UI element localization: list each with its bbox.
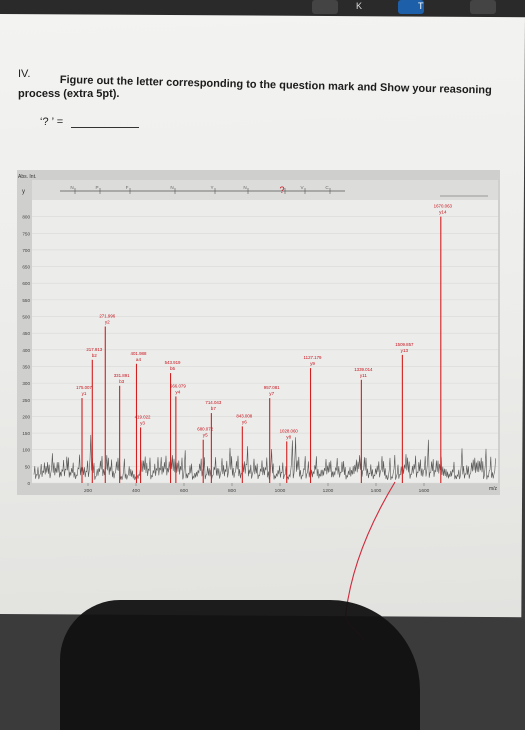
y-tick-label: 550 (22, 298, 30, 303)
ladder-residue-label: N (70, 185, 73, 190)
y-tick-label: 350 (22, 364, 30, 369)
y-tick-label: 500 (22, 315, 30, 320)
key-k-icon: K (356, 1, 363, 11)
peak-mz-label: 843.008 (236, 413, 252, 418)
x-tick-label: 1400 (371, 488, 382, 494)
peak-mz-label: 271.996 (99, 314, 115, 319)
peak-mz-label: 680.072 (197, 427, 213, 432)
peak-mz-label: 217.913 (86, 347, 102, 352)
answer-blank[interactable] (71, 117, 140, 128)
peak-ion-label: y7 (269, 391, 274, 396)
peak-ion-label: b3 (119, 379, 125, 384)
peak-mz-label: 1127.179 (304, 355, 323, 360)
y-tick-label: 650 (22, 265, 30, 270)
y-tick-label: 100 (22, 448, 30, 453)
peak-mz-label: 1028.060 (280, 428, 299, 433)
ladder-unknown-label: ? (279, 185, 284, 195)
peak-mz-label: 1509.857 (395, 342, 414, 347)
peak-mz-label: 331.891 (114, 373, 130, 378)
x-tick-label: 400 (132, 488, 140, 494)
peak-ion-label: y5 (203, 433, 208, 438)
answer-prompt: ‘? ’ = (40, 116, 64, 128)
peak-mz-label: 1339.014 (354, 367, 373, 372)
peak-ion-label: y11 (360, 373, 368, 378)
peak-ion-label: b2 (92, 353, 98, 358)
peak-mz-label: 1670.063 (434, 204, 453, 209)
peak-ion-label: y13 (401, 348, 409, 353)
answer-line: ‘? ’ = (40, 116, 140, 128)
peak-ion-label: y6 (242, 419, 247, 424)
peak-mz-label: 175.007 (76, 385, 92, 390)
ladder-residue-label: V (300, 185, 304, 190)
peak-mz-label: 419.022 (135, 414, 151, 419)
x-tick-label: 1600 (419, 488, 430, 494)
key-icon (312, 0, 338, 14)
ladder-residue-label: Y (210, 185, 213, 190)
peak-ion-label: y4 (175, 389, 180, 394)
key-icon (398, 0, 424, 14)
peak-ion-label: b5 (170, 366, 176, 371)
y-tick-label: 400 (22, 348, 30, 353)
ion-row-label: y (22, 189, 25, 195)
peak-ion-label: y8 (286, 434, 291, 439)
peak-ion-label: y14 (439, 210, 447, 215)
y-tick-label: 300 (22, 381, 30, 386)
top-screen-strip: K T (0, 0, 525, 18)
peak-mz-label: 566.079 (170, 383, 186, 388)
peak-ion-label: a4 (136, 357, 142, 362)
x-axis-title: m/z (489, 486, 498, 492)
y-tick-label: 700 (22, 248, 30, 253)
ion-ladder-band (32, 180, 498, 200)
peak-mz-label: 714.043 (205, 400, 221, 405)
y-tick-label: 750 (22, 231, 30, 236)
key-icon (470, 0, 496, 14)
question-number: IV. (18, 68, 31, 80)
y-axis-title: Abs. Int. (18, 174, 36, 180)
mass-spectrum-chart: 0 50 100 150 200 250 300 350 400 450 500 550 600 650 7… (17, 170, 500, 641)
y-tick-label: 800 (22, 215, 30, 220)
y-tick-label: 150 (22, 431, 30, 436)
y-tick-label: 200 (22, 414, 30, 419)
key-t-icon: T (418, 1, 424, 11)
ladder-residue-label: C (325, 185, 329, 190)
y-tick-label: 450 (22, 331, 30, 336)
peak-mz-label: 401.988 (131, 351, 147, 356)
plot-area (32, 200, 498, 483)
peak-mz-label: 957.081 (264, 385, 280, 390)
peak-mz-label: 543.919 (165, 360, 181, 365)
peak-ion-label: y3 (140, 420, 145, 425)
question-text-line2: process (extra 5pt). (18, 88, 120, 100)
ladder-residue-label: F (126, 185, 129, 190)
ladder-residue-label: P (95, 185, 98, 190)
x-tick-label: 1200 (323, 488, 334, 494)
y-tick-label: 600 (22, 281, 30, 286)
y-tick-label: 50 (25, 464, 31, 469)
y-tick-label: 0 (27, 481, 30, 486)
peak-ion-label: y9 (310, 361, 315, 366)
noise-trace (33, 434, 496, 481)
peak-ion-label: y2 (105, 320, 110, 325)
ladder-residue-label: N (243, 185, 246, 190)
peak-ion-label: y1 (82, 391, 87, 396)
x-tick-label: 800 (228, 488, 236, 494)
y-tick-label: 250 (22, 398, 30, 403)
ladder-residue-label: N (170, 185, 173, 190)
hand-shadow (60, 600, 420, 730)
x-tick-label: 600 (180, 488, 188, 494)
x-tick-label: 200 (84, 488, 92, 494)
x-tick-label: 1000 (275, 488, 286, 494)
peak-ion-label: b7 (211, 406, 217, 411)
